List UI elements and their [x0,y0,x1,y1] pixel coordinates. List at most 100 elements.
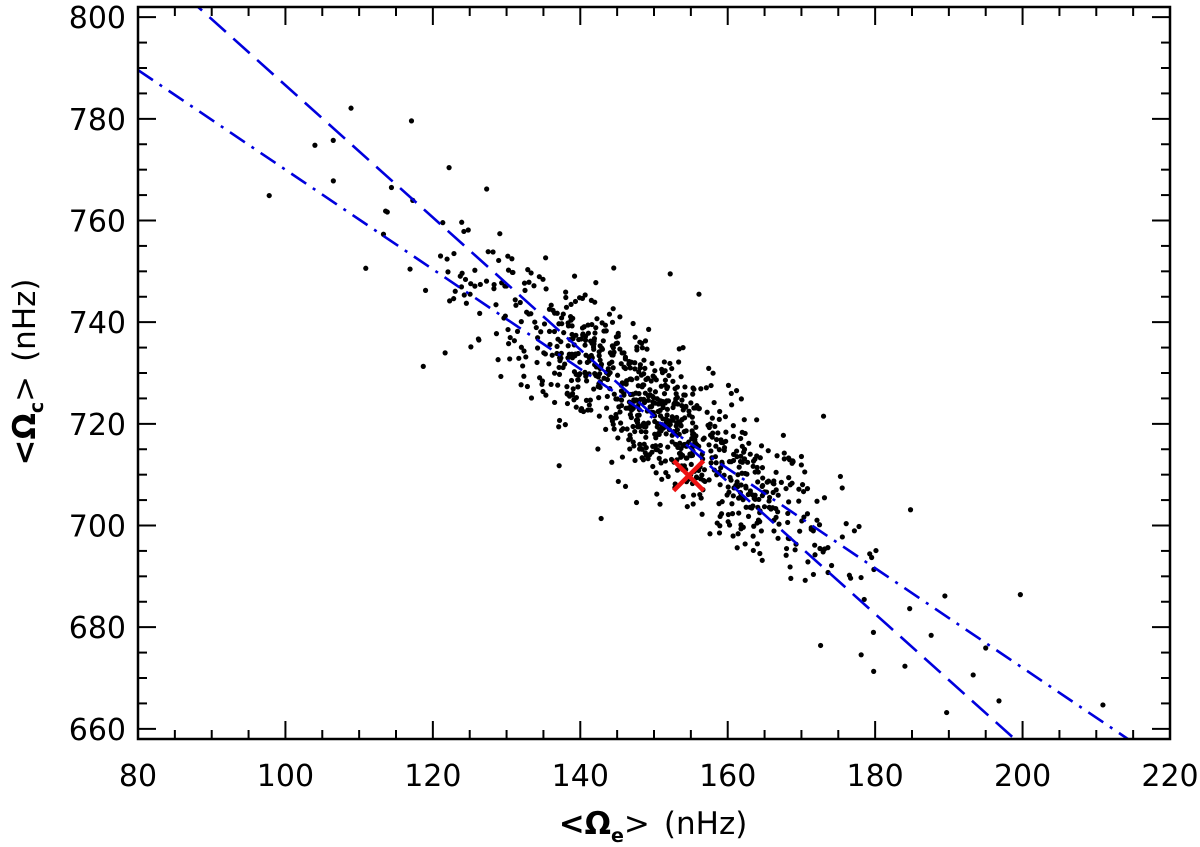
data-point [759,557,765,563]
data-point [571,273,578,279]
data-point [771,528,777,534]
y-tick-label: 680 [69,611,126,646]
data-point [622,483,629,490]
data-point [505,326,511,333]
data-point [674,427,681,433]
data-point [723,429,729,435]
data-point [567,313,574,320]
data-point [738,435,744,442]
data-point [485,249,491,255]
data-point [657,407,663,413]
data-point [518,344,524,350]
data-point [618,420,624,426]
data-point [615,478,621,485]
data-point [584,359,590,365]
data-point [701,467,708,473]
data-point [440,220,446,226]
data-point [570,386,576,392]
y-tick-label: 760 [69,205,126,240]
data-point [747,488,753,494]
data-point [699,511,705,517]
data-point [641,396,647,402]
data-point [717,408,723,415]
data-point [645,420,651,426]
data-point [554,343,560,350]
data-point [785,455,792,461]
data-point [521,280,528,286]
data-point [797,528,803,534]
data-point [637,362,643,368]
data-point [668,456,675,463]
data-point [662,382,668,388]
data-point [558,339,564,345]
data-point [637,339,643,345]
data-point [659,370,666,376]
data-point [786,499,792,505]
data-point [655,401,662,407]
data-point [556,364,562,371]
data-point [1100,702,1106,708]
data-point [588,407,594,413]
data-point [446,165,452,171]
data-point [944,709,950,716]
data-point [451,296,457,302]
data-point [521,373,527,379]
data-point [796,486,802,492]
data-point [507,334,513,341]
data-point [540,276,546,282]
dash-dot-fit-line [138,68,1131,739]
data-point [758,443,765,449]
data-point [607,370,613,376]
data-point [614,396,620,402]
data-point [816,522,823,528]
data-point [609,343,615,349]
data-point [643,429,649,435]
data-point [928,632,934,638]
data-point [970,672,976,678]
data-point [760,475,766,481]
data-point [665,473,671,480]
data-point [549,352,555,358]
data-point [713,443,719,449]
data-point [754,464,760,471]
data-point [661,391,668,397]
data-point [639,345,645,351]
data-point [575,384,581,390]
data-point [817,545,823,552]
data-point [573,394,580,401]
data-point [543,392,549,398]
data-point [716,501,722,507]
data-point [730,423,736,429]
data-point [631,398,637,404]
data-point [729,402,735,408]
data-point [617,346,623,352]
data-point [472,267,478,273]
data-point [802,577,808,583]
data-point [756,496,762,503]
data-point [458,284,465,290]
data-point [607,350,614,356]
data-point [799,482,806,488]
data-point [750,463,756,469]
data-point [706,365,712,371]
data-point [754,417,760,423]
data-point [563,289,569,295]
data-point [572,298,579,305]
data-point [665,444,671,450]
data-point [781,456,787,462]
data-point [536,274,542,280]
data-point [725,484,731,490]
data-point [514,328,521,335]
data-point [575,377,581,383]
data-point [702,478,708,485]
data-point [766,498,772,504]
data-point [744,459,751,465]
data-point [619,454,626,460]
data-point [801,514,807,520]
data-point [437,253,444,259]
data-point [582,333,589,340]
data-point [613,411,619,418]
y-tick-label: 660 [69,713,126,748]
data-point [657,501,663,507]
data-point [540,388,546,395]
